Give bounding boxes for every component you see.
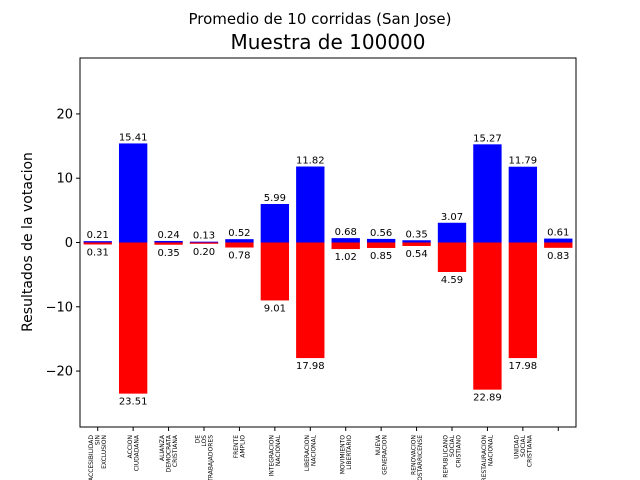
x-tick-label: SOCIAL: [520, 434, 527, 457]
data-label-positive-6: 11.82: [296, 156, 325, 167]
data-label-positive-9: 0.35: [405, 229, 427, 240]
plot-area: 0.21 15.41 0.24 0.13 0.52 5.99 11.82 0.68 0.56 0.…: [83, 132, 573, 408]
data-label-positive-5: 5.99: [264, 193, 286, 204]
y-axis: −20 −10 0 10 20: [46, 107, 80, 380]
x-tick-label: RESTAURACION: [481, 435, 488, 480]
x-tick-label: TRABAJADORES: [208, 435, 215, 480]
bar-negative-1: [118, 242, 148, 394]
bar-positive-6: [296, 166, 325, 243]
bar-negative-3: [189, 242, 219, 244]
bar-positive-12: [508, 166, 538, 243]
x-tick-label: LOS: [201, 435, 208, 447]
data-label-negative-1: 23.51: [119, 397, 148, 408]
bar-positive-5: [260, 203, 290, 243]
bar-negative-0: [83, 242, 112, 245]
bar-negative-8: [366, 242, 396, 248]
x-tick-label: CRISTIANO: [456, 435, 463, 468]
x-tick-label: CRISTIANA: [526, 434, 533, 467]
data-label-negative-5: 9.01: [264, 303, 286, 314]
x-tick-label: ACCESIBILIDAD: [88, 435, 95, 480]
data-label-positive-2: 0.24: [157, 230, 179, 241]
data-label-positive-7: 0.68: [335, 227, 357, 238]
x-tick-label: ACCION: [127, 435, 134, 458]
x-tick-label: REPUBLICANO: [443, 435, 450, 478]
bar-negative-12: [508, 242, 538, 359]
data-label-negative-6: 17.98: [296, 361, 325, 372]
bar-negative-11: [473, 242, 502, 390]
bar-positive-10: [437, 222, 467, 243]
data-label-positive-10: 3.07: [441, 212, 463, 223]
bar-positive-3: [189, 241, 219, 243]
chart-suptitle: Promedio de 10 corridas (San Jose): [189, 10, 452, 28]
y-tick-label: 20: [56, 107, 73, 122]
bar-positive-11: [473, 144, 502, 243]
x-tick-label: NACIONAL: [311, 434, 318, 466]
data-label-positive-8: 0.56: [370, 228, 392, 239]
data-label-positive-11: 15.27: [473, 133, 502, 144]
x-tick-label: EXCLUSION: [101, 435, 108, 469]
data-label-negative-2: 0.35: [157, 248, 179, 259]
bar-positive-8: [366, 238, 396, 243]
chart-title: Muestra de 100000: [230, 30, 425, 54]
bar-positive-4: [225, 239, 254, 243]
bar-positive-0: [83, 241, 112, 243]
bar-positive-7: [331, 238, 360, 243]
data-label-positive-12: 11.79: [509, 156, 538, 167]
data-label-negative-13: 0.83: [547, 251, 569, 262]
x-tick-label: INTEGRACION: [269, 435, 276, 476]
data-label-negative-11: 22.89: [473, 393, 502, 404]
x-tick-label: LIBERTARIO: [346, 435, 353, 470]
x-tick-label: SOCIAL: [449, 434, 456, 457]
x-tick-label: DEMOCRATA: [166, 434, 173, 472]
x-tick-label: LIBERACION: [304, 435, 311, 471]
data-label-negative-10: 4.59: [441, 275, 463, 286]
x-tick-label: ALIANZA: [159, 434, 166, 461]
data-label-positive-0: 0.21: [87, 230, 109, 241]
x-tick-label: RENOVACION: [410, 435, 417, 475]
bar-positive-2: [154, 240, 183, 243]
data-label-negative-7: 1.02: [335, 252, 357, 263]
bar-negative-10: [437, 242, 467, 273]
bar-negative-7: [331, 242, 360, 250]
x-tick-label: NACIONAL: [488, 434, 495, 466]
x-tick-label: NUEVA: [375, 434, 382, 455]
x-tick-label: AMPLIO: [240, 435, 247, 458]
y-axis-label: Resultados de la votacion: [20, 152, 36, 332]
data-label-negative-3: 0.20: [193, 247, 215, 258]
x-tick-label: GENERACION: [381, 435, 388, 475]
x-tick-label: COSTARRICENSE: [417, 435, 424, 480]
data-label-positive-4: 0.52: [228, 228, 250, 239]
bar-positive-9: [402, 240, 431, 243]
x-tick-label: UNIDAD: [513, 435, 520, 459]
x-tick-label: SIN: [95, 435, 102, 445]
bar-positive-13: [544, 238, 573, 243]
data-label-negative-4: 0.78: [228, 251, 250, 262]
bar-negative-2: [154, 242, 183, 245]
bar-negative-5: [260, 242, 290, 301]
y-tick-label: 10: [56, 172, 73, 187]
data-label-positive-3: 0.13: [193, 231, 215, 242]
y-tick-label: 0: [65, 236, 73, 251]
x-axis: ACCESIBILIDAD SIN EXCLUSION ACCION CIUDADANA…: [88, 427, 559, 480]
bar-negative-13: [544, 242, 573, 248]
bar-negative-6: [296, 242, 325, 359]
data-label-negative-12: 17.98: [509, 361, 538, 372]
x-tick-label: MOVIMIENTO: [339, 435, 346, 475]
bar-positive-1: [118, 143, 148, 243]
y-tick-label: −20: [46, 365, 73, 380]
x-tick-label: NACIONAL: [275, 434, 282, 466]
data-label-positive-13: 0.61: [547, 228, 569, 239]
data-label-negative-0: 0.31: [87, 247, 109, 258]
data-label-positive-1: 15.41: [119, 132, 148, 143]
bar-negative-4: [225, 242, 254, 248]
data-label-negative-9: 0.54: [405, 249, 427, 260]
x-tick-label: FRENTE: [233, 435, 240, 459]
bar-negative-9: [402, 242, 431, 246]
x-tick-label: DE: [195, 435, 202, 444]
y-tick-label: −10: [46, 300, 73, 315]
data-label-negative-8: 0.85: [370, 251, 392, 262]
x-tick-label: CIUDADANA: [133, 434, 140, 471]
x-tick-label: CRISTIANA: [172, 434, 179, 467]
